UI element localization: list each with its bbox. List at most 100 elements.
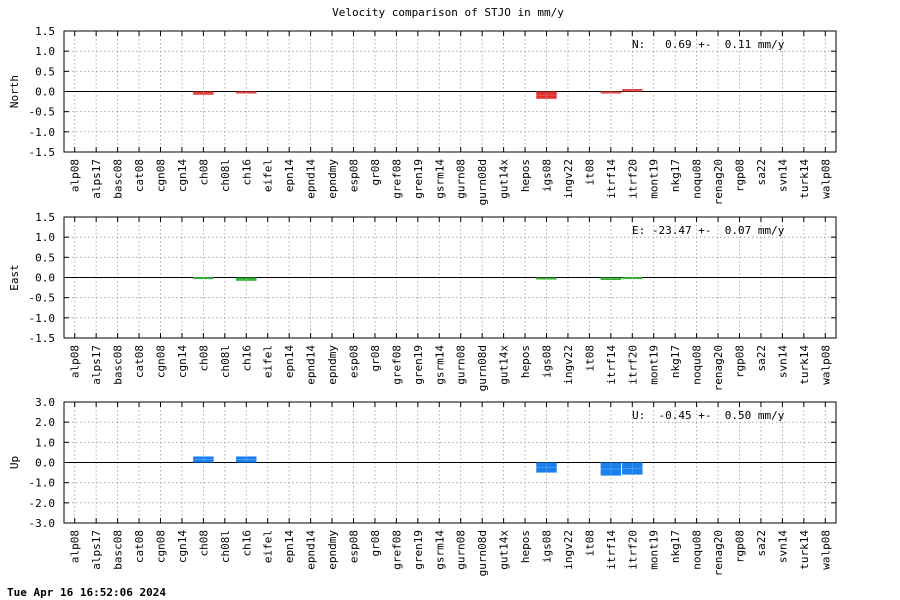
x-tick-label: gut14x [498, 530, 511, 570]
x-tick-label: igs08 [541, 159, 554, 192]
x-tick-label: gref08 [390, 159, 403, 199]
x-tick-label: esp08 [348, 159, 361, 192]
x-tick-label: eifel [262, 345, 275, 378]
x-tick-label: ingv22 [562, 345, 575, 385]
x-tick-label: hepos [519, 345, 532, 378]
x-tick-label: ch08l [219, 159, 232, 192]
x-tick-label: sa22 [755, 345, 768, 372]
x-tick-label: rgp08 [734, 345, 747, 378]
x-tick-label: epnd14 [305, 530, 318, 570]
x-tick-label: gren19 [412, 345, 425, 385]
chart-title: Velocity comparison of STJO in mm/y [332, 6, 564, 19]
x-tick-label: gurn08 [455, 159, 468, 199]
x-tick-label: eifel [262, 530, 275, 563]
y-tick-label: 3.0 [35, 396, 55, 409]
panel-north: 1.5 1.0 0.5 0.0 -0.5 -1.0 -1.5 N: 0.69 +- 0.11 … [8, 25, 837, 205]
bar-itrf20 [622, 277, 643, 280]
x-tick-label: basc08 [112, 530, 125, 570]
x-tick-label: ch08l [219, 530, 232, 563]
y-tick-label: -2.0 [29, 497, 56, 510]
x-tick-label: gref08 [390, 345, 403, 385]
x-tick-label: mont19 [648, 530, 661, 570]
x-tick-label: epndmy [326, 159, 339, 199]
x-tick-label: itrf14 [605, 530, 618, 570]
x-tick-label: turk14 [798, 530, 811, 570]
x-tick-label: igs08 [541, 530, 554, 563]
bar-itrf14 [600, 277, 622, 280]
x-tick-label: mont19 [648, 345, 661, 385]
x-tick-label: gsrm14 [433, 345, 446, 385]
y-tick-label: 0.0 [35, 457, 55, 470]
y-tick-label: 2.0 [35, 416, 55, 429]
x-tick-label: sa22 [755, 530, 768, 557]
x-tick-label: cat08 [133, 345, 146, 378]
plot-frame [63, 30, 837, 153]
x-tick-label: gurn08 [455, 530, 468, 570]
plot-frame [63, 401, 837, 524]
x-tick-label: svn14 [776, 159, 789, 192]
x-tick-label: renag20 [712, 159, 725, 205]
bar-ch16 [236, 91, 257, 94]
x-tick-label: cat08 [133, 159, 146, 192]
bar-itrf14 [600, 462, 622, 476]
y-tick-label: -1.5 [29, 146, 56, 159]
x-tick-label: walp08 [819, 530, 832, 570]
x-tick-label: svn14 [776, 345, 789, 378]
panel-up: 3.0 2.0 1.0 0.0 -1.0 -2.0 -3.0 U: -0.45 +- 0.50… [8, 396, 837, 576]
bar-ch08 [193, 91, 214, 95]
x-tick-label: ch16 [240, 530, 253, 557]
x-tick-label: it08 [583, 159, 596, 186]
y-tick-label: 0.0 [35, 272, 55, 285]
x-tick-label: ingv22 [562, 530, 575, 570]
x-tick-label: ch08l [219, 345, 232, 378]
x-tick-label: ch16 [240, 159, 253, 186]
stats-annotation: U: -0.45 +- 0.50 mm/y [632, 409, 785, 422]
x-tick-label: gr08 [369, 159, 382, 186]
x-tick-label: gr08 [369, 345, 382, 372]
x-tick-label: epn14 [283, 530, 296, 563]
x-tick-label: alps17 [90, 345, 103, 385]
y-tick-label: 0.0 [35, 86, 55, 99]
x-tick-label: rgp08 [734, 530, 747, 563]
bar-igs08 [536, 91, 557, 99]
stats-annotation: N: 0.69 +- 0.11 mm/y [632, 38, 785, 51]
x-tick-label: alp08 [69, 345, 82, 378]
x-tick-label: alps17 [90, 159, 103, 199]
x-tick-label: epnd14 [305, 345, 318, 385]
y-axis-label: North [8, 75, 21, 108]
x-tick-label: itrf20 [626, 530, 639, 570]
x-tick-label: turk14 [798, 345, 811, 385]
x-tick-label: sa22 [755, 159, 768, 186]
bar-igs08 [536, 277, 557, 280]
bar-itrf20 [622, 89, 643, 92]
y-tick-label: 0.5 [35, 65, 55, 78]
plot-frame [63, 216, 837, 339]
y-tick-label: 1.0 [35, 231, 55, 244]
x-tick-label: cat08 [133, 530, 146, 563]
x-tick-label: eifel [262, 159, 275, 192]
bar-ch16 [236, 277, 257, 281]
panel-east: 1.5 1.0 0.5 0.0 -0.5 -1.0 -1.5 E: -23.47 +- 0.0… [8, 211, 837, 391]
x-tick-label: alp08 [69, 159, 82, 192]
x-tick-label: gr08 [369, 530, 382, 557]
x-tick-label: nkg17 [669, 159, 682, 192]
x-tick-label: hepos [519, 530, 532, 563]
x-tick-label: ch08 [197, 159, 210, 186]
y-tick-label: -0.5 [29, 292, 56, 305]
x-tick-label: esp08 [348, 345, 361, 378]
y-tick-label: -0.5 [29, 106, 56, 119]
x-tick-label: cgn08 [155, 345, 168, 378]
x-tick-label: itrf14 [605, 345, 618, 385]
y-tick-label: -1.5 [29, 332, 56, 345]
x-tick-label: gsrm14 [433, 159, 446, 199]
x-tick-label: renag20 [712, 530, 725, 576]
bar-itrf20 [622, 462, 643, 475]
x-tick-label: mont19 [648, 159, 661, 199]
bar-ch16 [236, 456, 257, 463]
y-tick-label: 1.0 [35, 45, 55, 58]
x-tick-label: it08 [583, 345, 596, 372]
x-tick-label: cgn08 [155, 159, 168, 192]
x-tick-label: ch08 [197, 530, 210, 557]
x-tick-label: gref08 [390, 530, 403, 570]
